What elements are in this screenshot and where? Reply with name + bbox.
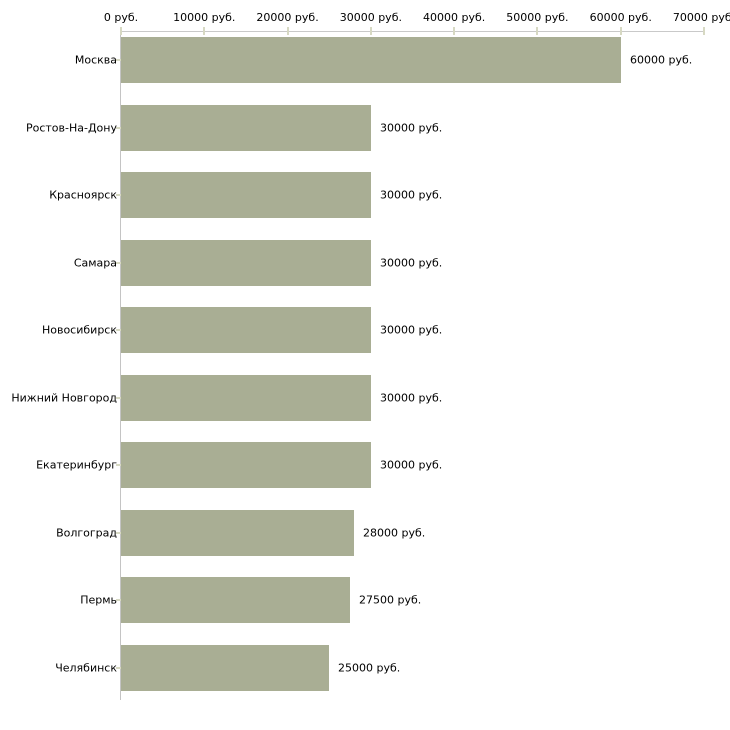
- value-label: 30000 руб.: [380, 121, 443, 134]
- bar: [121, 509, 354, 556]
- value-label: 27500 руб.: [359, 593, 422, 607]
- category-label: Ростов-На-Дону: [25, 121, 117, 134]
- category-label: Челябинск: [55, 661, 117, 674]
- value-label: 28000 руб.: [363, 526, 426, 539]
- bar: [121, 37, 621, 83]
- x-axis-tick-label: 0 руб.: [103, 11, 139, 24]
- category-tick: [116, 261, 121, 264]
- bar: [121, 644, 329, 691]
- category-label: Пермь: [80, 593, 117, 607]
- category-label: Волгоград: [56, 526, 117, 539]
- x-axis-tick-label: 10000 руб.: [173, 11, 236, 24]
- bar: [121, 172, 371, 218]
- category-tick: [116, 59, 121, 61]
- category-tick: [116, 126, 121, 129]
- category-tick: [116, 599, 121, 601]
- value-label: 30000 руб.: [380, 323, 443, 337]
- category-label: Самара: [73, 256, 117, 269]
- value-label: 25000 руб.: [338, 661, 401, 674]
- x-axis-tick: [703, 27, 705, 35]
- bar: [121, 374, 371, 421]
- bar: [121, 577, 350, 623]
- bar: [121, 239, 371, 286]
- bar: [121, 442, 371, 488]
- category-tick: [116, 194, 121, 196]
- value-label: 60000 руб.: [630, 53, 693, 67]
- x-axis-tick: [619, 27, 622, 35]
- category-tick: [116, 329, 121, 331]
- category-label: Новосибирск: [41, 323, 117, 337]
- x-axis-tick: [536, 27, 539, 35]
- bar: [121, 307, 371, 353]
- x-axis-tick-label: 60000 руб.: [589, 11, 652, 24]
- category-label: Красноярск: [49, 188, 117, 202]
- x-axis-tick: [120, 27, 122, 35]
- x-axis-tick: [286, 27, 289, 35]
- category-tick: [116, 666, 121, 669]
- value-label: 30000 руб.: [380, 391, 443, 404]
- x-axis-tick-label: 40000 руб.: [423, 11, 486, 24]
- value-label: 30000 руб.: [380, 458, 443, 472]
- category-tick: [116, 396, 121, 399]
- x-axis-tick-label: 50000 руб.: [506, 11, 569, 24]
- value-label: 30000 руб.: [380, 188, 443, 202]
- category-tick: [116, 464, 121, 466]
- x-axis-tick-label: 20000 руб.: [256, 11, 319, 24]
- x-axis-tick: [453, 27, 456, 35]
- x-axis-tick: [203, 27, 206, 35]
- y-axis-line: [120, 31, 121, 700]
- x-axis-tick: [369, 27, 372, 35]
- category-label: Екатеринбург: [36, 458, 117, 472]
- category-label: Нижний Новгород: [11, 391, 117, 404]
- value-label: 30000 руб.: [380, 256, 443, 269]
- x-axis-tick-label: 30000 руб.: [339, 11, 402, 24]
- x-axis-line: [121, 31, 704, 32]
- x-axis-tick-label: 70000 руб.: [672, 11, 730, 24]
- bar: [121, 104, 371, 151]
- category-label: Москва: [74, 53, 117, 67]
- category-tick: [116, 531, 121, 534]
